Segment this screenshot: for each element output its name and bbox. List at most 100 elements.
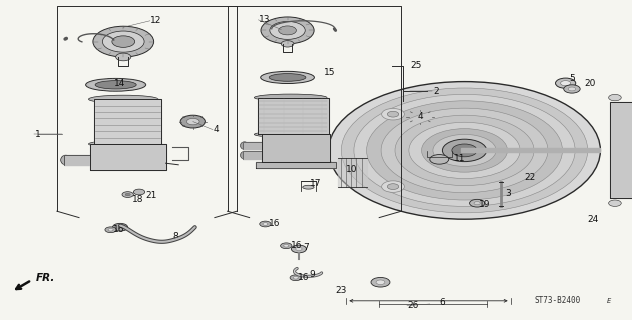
Circle shape bbox=[414, 114, 427, 120]
Circle shape bbox=[367, 101, 562, 200]
Polygon shape bbox=[262, 134, 330, 162]
Circle shape bbox=[622, 114, 632, 123]
Circle shape bbox=[180, 115, 205, 128]
Text: 16: 16 bbox=[298, 273, 310, 282]
Text: 7: 7 bbox=[303, 244, 309, 252]
Circle shape bbox=[452, 144, 477, 157]
Text: 16: 16 bbox=[112, 225, 124, 234]
Ellipse shape bbox=[619, 138, 632, 163]
Circle shape bbox=[395, 115, 534, 186]
Circle shape bbox=[261, 17, 314, 44]
Circle shape bbox=[102, 31, 144, 52]
Text: 19: 19 bbox=[479, 200, 490, 209]
Circle shape bbox=[296, 247, 302, 251]
Circle shape bbox=[387, 111, 399, 117]
Text: 16: 16 bbox=[291, 241, 302, 250]
Ellipse shape bbox=[240, 142, 248, 149]
Text: 24: 24 bbox=[588, 215, 599, 224]
Circle shape bbox=[556, 78, 576, 88]
Polygon shape bbox=[64, 155, 90, 165]
Circle shape bbox=[293, 276, 298, 279]
Text: FR.: FR. bbox=[35, 273, 55, 284]
Circle shape bbox=[108, 228, 113, 231]
Text: 2: 2 bbox=[433, 87, 439, 96]
Circle shape bbox=[116, 53, 131, 61]
Circle shape bbox=[564, 85, 580, 93]
Circle shape bbox=[93, 26, 154, 57]
Polygon shape bbox=[94, 99, 161, 144]
Circle shape bbox=[442, 139, 487, 162]
Circle shape bbox=[354, 94, 575, 206]
Circle shape bbox=[105, 227, 116, 233]
Text: 20: 20 bbox=[585, 79, 596, 88]
Ellipse shape bbox=[303, 185, 314, 189]
Text: 17: 17 bbox=[310, 179, 321, 188]
Circle shape bbox=[279, 26, 296, 35]
Text: 1: 1 bbox=[35, 130, 40, 139]
Text: 4: 4 bbox=[214, 125, 219, 134]
Text: 8: 8 bbox=[172, 232, 178, 241]
Ellipse shape bbox=[240, 151, 248, 159]
Circle shape bbox=[470, 199, 485, 207]
Circle shape bbox=[329, 82, 600, 219]
Text: 12: 12 bbox=[150, 16, 162, 25]
Ellipse shape bbox=[260, 71, 315, 84]
Polygon shape bbox=[243, 142, 262, 149]
Ellipse shape bbox=[85, 78, 145, 91]
Text: 23: 23 bbox=[335, 286, 346, 295]
Circle shape bbox=[290, 275, 301, 281]
Text: 26: 26 bbox=[408, 301, 419, 310]
Polygon shape bbox=[243, 151, 262, 159]
Polygon shape bbox=[461, 148, 600, 152]
Text: 5: 5 bbox=[569, 74, 574, 83]
Circle shape bbox=[609, 94, 621, 101]
Text: 22: 22 bbox=[525, 173, 536, 182]
Circle shape bbox=[281, 41, 294, 47]
Ellipse shape bbox=[61, 155, 71, 165]
Circle shape bbox=[112, 223, 128, 231]
Text: 6: 6 bbox=[439, 298, 445, 307]
Text: 18: 18 bbox=[131, 195, 143, 204]
Polygon shape bbox=[610, 102, 632, 198]
Ellipse shape bbox=[269, 74, 306, 81]
Circle shape bbox=[474, 202, 480, 205]
Circle shape bbox=[264, 163, 273, 167]
Circle shape bbox=[561, 81, 571, 86]
Ellipse shape bbox=[95, 81, 137, 89]
Circle shape bbox=[382, 181, 404, 192]
Text: 15: 15 bbox=[324, 68, 335, 77]
Circle shape bbox=[319, 163, 328, 167]
Circle shape bbox=[341, 88, 588, 213]
Circle shape bbox=[291, 245, 307, 253]
Circle shape bbox=[376, 280, 385, 284]
Circle shape bbox=[622, 178, 632, 187]
Polygon shape bbox=[258, 98, 329, 134]
Text: 14: 14 bbox=[114, 79, 125, 88]
Circle shape bbox=[263, 223, 268, 225]
Circle shape bbox=[112, 36, 135, 47]
Circle shape bbox=[409, 122, 520, 179]
Circle shape bbox=[133, 189, 145, 195]
Text: 16: 16 bbox=[269, 220, 280, 228]
Text: 25: 25 bbox=[411, 61, 422, 70]
Circle shape bbox=[260, 221, 271, 227]
Ellipse shape bbox=[88, 95, 158, 103]
Circle shape bbox=[387, 184, 399, 189]
Text: 3: 3 bbox=[506, 189, 511, 198]
Text: 10: 10 bbox=[346, 165, 358, 174]
Circle shape bbox=[609, 200, 621, 206]
Ellipse shape bbox=[88, 140, 158, 148]
Circle shape bbox=[125, 193, 130, 196]
Circle shape bbox=[186, 118, 199, 125]
Circle shape bbox=[422, 129, 507, 172]
Ellipse shape bbox=[254, 94, 327, 101]
Circle shape bbox=[281, 243, 292, 249]
Circle shape bbox=[381, 108, 548, 193]
Circle shape bbox=[433, 134, 496, 166]
Polygon shape bbox=[338, 158, 367, 187]
Ellipse shape bbox=[254, 131, 327, 138]
Text: 11: 11 bbox=[454, 154, 465, 163]
Circle shape bbox=[430, 155, 449, 164]
Circle shape bbox=[371, 277, 390, 287]
Text: 9: 9 bbox=[310, 270, 315, 279]
